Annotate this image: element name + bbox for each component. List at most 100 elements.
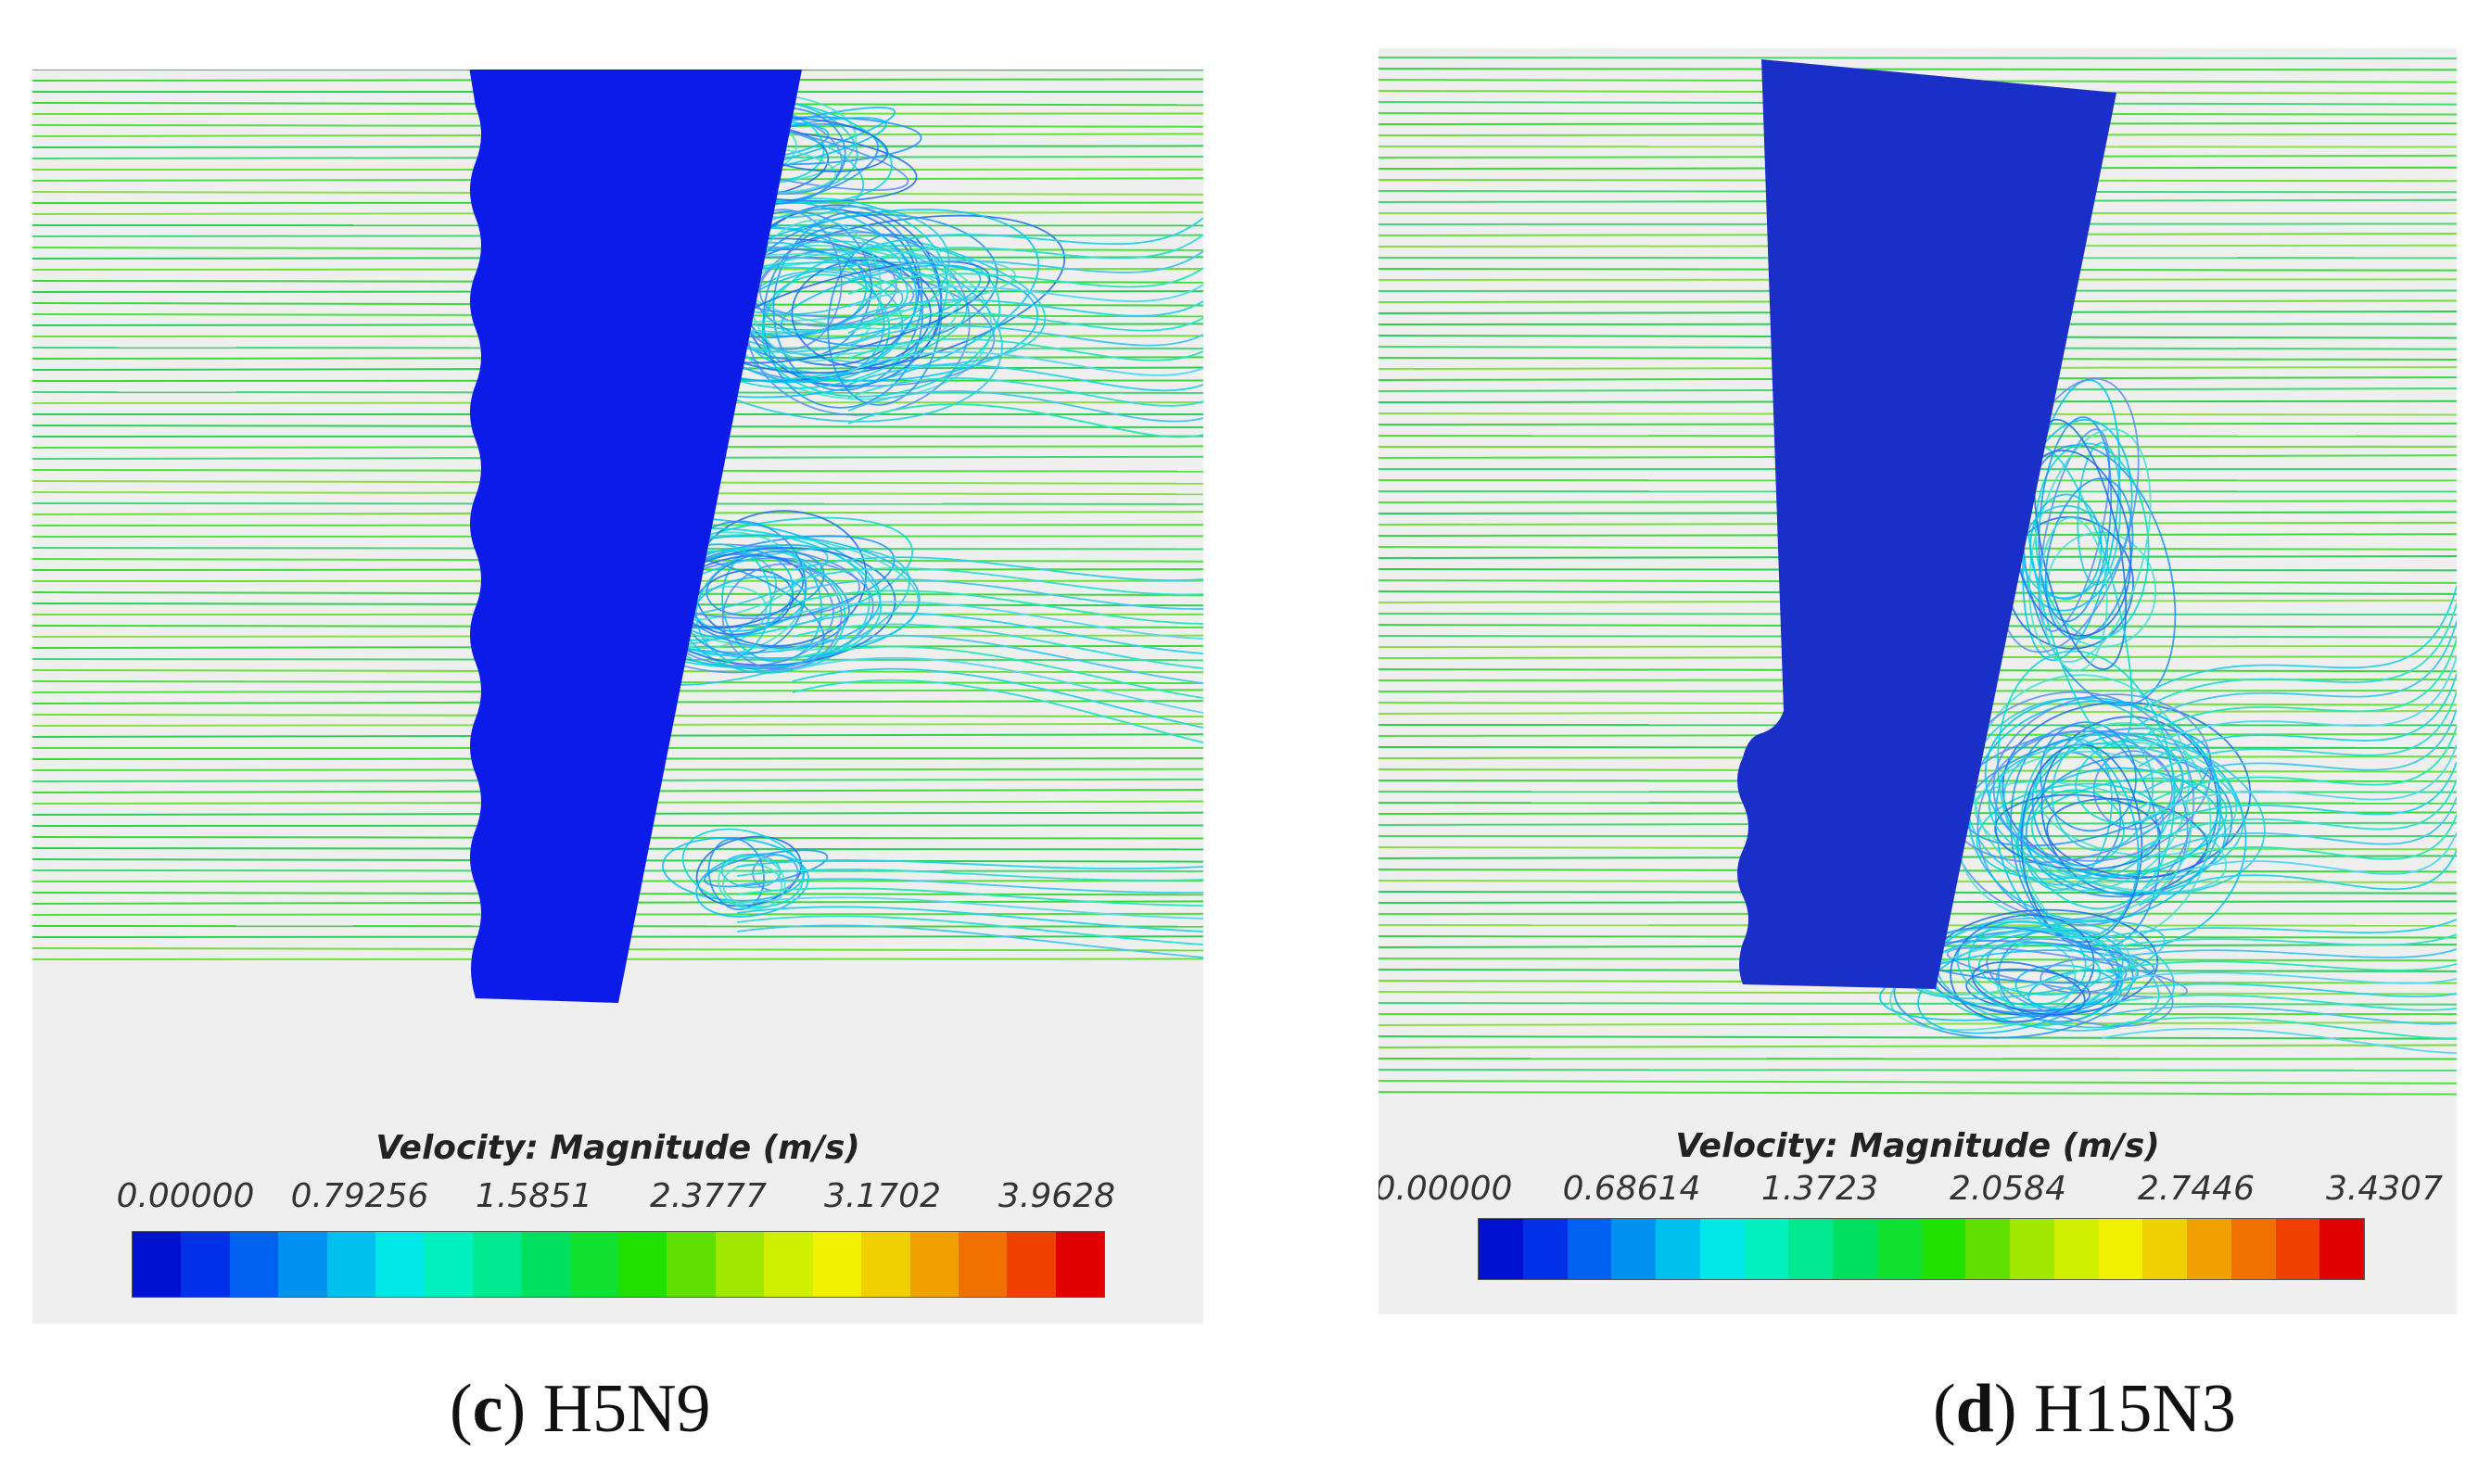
wake-streamline bbox=[792, 578, 1203, 610]
colorbar-segment bbox=[521, 1232, 570, 1297]
colorbar-segment bbox=[375, 1232, 425, 1297]
colorbar-segment bbox=[1007, 1232, 1056, 1297]
wake-streamline bbox=[2138, 743, 2457, 823]
wake-streamline bbox=[2138, 602, 2457, 712]
colorbar-title: Velocity: Magnitude (m/s) bbox=[375, 1129, 860, 1167]
blade-with-tubercles bbox=[469, 70, 803, 1003]
wake-streamline bbox=[2101, 1005, 2457, 1025]
wake-streamline bbox=[736, 887, 1203, 907]
colorbar-segment bbox=[2275, 1219, 2320, 1279]
vortex-loop bbox=[2001, 701, 2252, 880]
vortex-loop bbox=[2075, 739, 2184, 825]
wake-streamline bbox=[2138, 814, 2457, 879]
wake-streamline bbox=[792, 667, 1203, 729]
wake-streamline bbox=[847, 267, 1203, 295]
wake-streamline bbox=[736, 869, 1203, 882]
colorbar-segment bbox=[1965, 1219, 2010, 1279]
colorbar-title: Velocity: Magnitude (m/s) bbox=[1675, 1127, 2160, 1165]
wake-streamline bbox=[847, 324, 1203, 347]
flow-panel-d: Velocity: Magnitude (m/s) 0.00000 0.6861… bbox=[1379, 48, 2457, 1314]
wake-streamline bbox=[2138, 620, 2457, 726]
streamline bbox=[1379, 1069, 2457, 1072]
streamline bbox=[1379, 1080, 2457, 1084]
colorbar bbox=[1478, 1218, 2365, 1280]
wake-streamline bbox=[2138, 761, 2457, 837]
colorbar-segment bbox=[2053, 1219, 2099, 1279]
colorbar-tick: 1.3723 bbox=[1761, 1170, 1878, 1208]
flow-panel-c: Velocity: Magnitude (m/s) 0.00000 0.7925… bbox=[32, 70, 1203, 1324]
vortex-loop bbox=[2040, 958, 2128, 994]
caption-label: H15N3 bbox=[2033, 1371, 2236, 1447]
colorbar-segment bbox=[1567, 1219, 1612, 1279]
vortex-loop bbox=[2033, 418, 2128, 670]
wake-streamline bbox=[2138, 673, 2457, 767]
vortex-loop bbox=[1986, 937, 2174, 1027]
wake-streamline bbox=[736, 906, 1203, 932]
colorbar-tick: 3.4307 bbox=[2326, 1170, 2443, 1208]
wake-streamline bbox=[2138, 849, 2457, 907]
wake-streamline bbox=[2101, 1016, 2457, 1040]
wake-streamline bbox=[2138, 831, 2457, 893]
wake-streamline bbox=[847, 337, 1203, 361]
wake-streamline bbox=[792, 623, 1203, 669]
wake-streamline bbox=[792, 612, 1203, 654]
wake-streamline bbox=[736, 859, 1203, 869]
vortex-loop bbox=[1977, 942, 2102, 996]
streamline bbox=[1379, 57, 2457, 60]
caption-d: (d) H15N3 bbox=[1933, 1371, 2236, 1447]
wake-streamline bbox=[2101, 994, 2457, 1011]
vortex-loop bbox=[1965, 968, 2091, 1012]
colorbar-tick: 3.1702 bbox=[824, 1177, 941, 1215]
wake-streamline bbox=[847, 284, 1203, 308]
streamline-plot-d bbox=[1379, 57, 2457, 1096]
vortex-loop bbox=[2044, 477, 2134, 641]
colorbar-tick: 2.7446 bbox=[2138, 1170, 2255, 1208]
wake-streamline bbox=[847, 377, 1203, 407]
caption-letter: c bbox=[472, 1371, 503, 1447]
colorbar-segment bbox=[1699, 1219, 1745, 1279]
colorbar-segment bbox=[2230, 1219, 2276, 1279]
vortex-loop bbox=[1950, 914, 2095, 1023]
wake-streamline bbox=[847, 351, 1203, 376]
colorbar-segment bbox=[326, 1232, 376, 1297]
wake-streamline bbox=[2138, 726, 2457, 809]
wake-streamline bbox=[2138, 708, 2457, 795]
wake-streamline bbox=[736, 924, 1203, 958]
vortex-loop bbox=[718, 855, 786, 910]
wake-streamline bbox=[792, 679, 1203, 743]
wake-streamline bbox=[847, 364, 1203, 392]
colorbar-tick: 2.3777 bbox=[650, 1177, 767, 1215]
wake-streamline bbox=[792, 634, 1203, 684]
colorbar-segment bbox=[472, 1232, 522, 1297]
colorbar-segment bbox=[1876, 1219, 1922, 1279]
vortex-loop bbox=[721, 563, 843, 670]
colorbar-tick: 2.0584 bbox=[1950, 1170, 2066, 1208]
wake-streamline bbox=[2101, 933, 2457, 950]
vortex-loop bbox=[2092, 750, 2174, 831]
colorbar-segment bbox=[1611, 1219, 1656, 1279]
colorbar-segment bbox=[424, 1232, 473, 1297]
wake-streamline bbox=[2101, 948, 2457, 961]
wake-streamline bbox=[792, 556, 1203, 582]
blade-with-tubercles bbox=[1737, 59, 2116, 989]
vortex-loop bbox=[758, 248, 897, 327]
colorbar-ticks: 0.00000 0.68614 1.3723 2.0584 2.7446 3.4… bbox=[1379, 1170, 2443, 1211]
wake-streamline bbox=[2101, 960, 2457, 972]
colorbar-ticks: 0.00000 0.79256 1.5851 2.3777 3.1702 3.9… bbox=[117, 1177, 1115, 1218]
colorbar-segment bbox=[2142, 1219, 2187, 1279]
colorbar-segment bbox=[812, 1232, 862, 1297]
vortex-loop bbox=[762, 224, 923, 409]
colorbar-tick: 0.68614 bbox=[1562, 1170, 1701, 1208]
streamline-plot-c bbox=[32, 70, 1203, 1003]
vortex-loop bbox=[1971, 961, 2086, 1016]
wake-streamline bbox=[847, 217, 1203, 256]
colorbar-segment bbox=[1788, 1219, 1833, 1279]
streamline bbox=[1379, 991, 2457, 996]
streamline bbox=[1379, 1091, 2457, 1096]
caption-letter: d bbox=[1955, 1371, 1994, 1447]
colorbar-segment bbox=[764, 1232, 813, 1297]
vortex-loop bbox=[2027, 969, 2124, 1010]
colorbar-segment bbox=[181, 1232, 230, 1297]
vortex-loop bbox=[1992, 693, 2213, 862]
colorbar-segment bbox=[569, 1232, 619, 1297]
